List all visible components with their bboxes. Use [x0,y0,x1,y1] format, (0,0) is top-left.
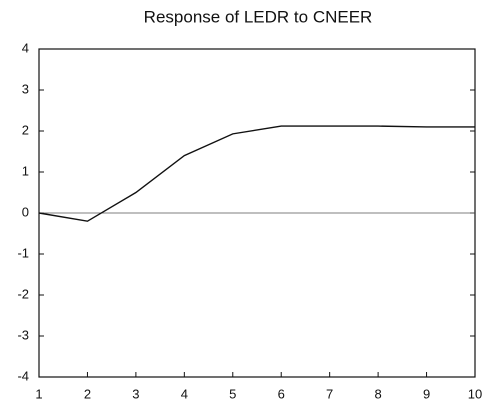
y-tick-label: -1 [17,245,29,260]
y-tick-label: 2 [22,122,29,137]
x-tick-label: 8 [374,386,381,401]
x-tick-label: 9 [423,386,430,401]
y-tick-label: 4 [22,40,29,55]
x-tick-label: 10 [468,386,482,401]
y-tick-label: -2 [17,286,29,301]
y-tick-label: 1 [22,163,29,178]
x-tick-label: 2 [84,386,91,401]
y-tick-label: 0 [22,204,29,219]
x-tick-label: 1 [35,386,42,401]
x-tick-label: 5 [229,386,236,401]
x-tick-label: 4 [181,386,188,401]
chart-title: Response of LEDR to CNEER [144,7,373,26]
line-series [38,125,475,222]
y-tick-label: 3 [22,81,29,96]
y-tick-label: -4 [17,368,29,383]
y-tick-label: -3 [17,327,29,342]
x-tick-label: 6 [278,386,285,401]
x-tick-label: 7 [326,386,333,401]
x-tick-label: 3 [132,386,139,401]
